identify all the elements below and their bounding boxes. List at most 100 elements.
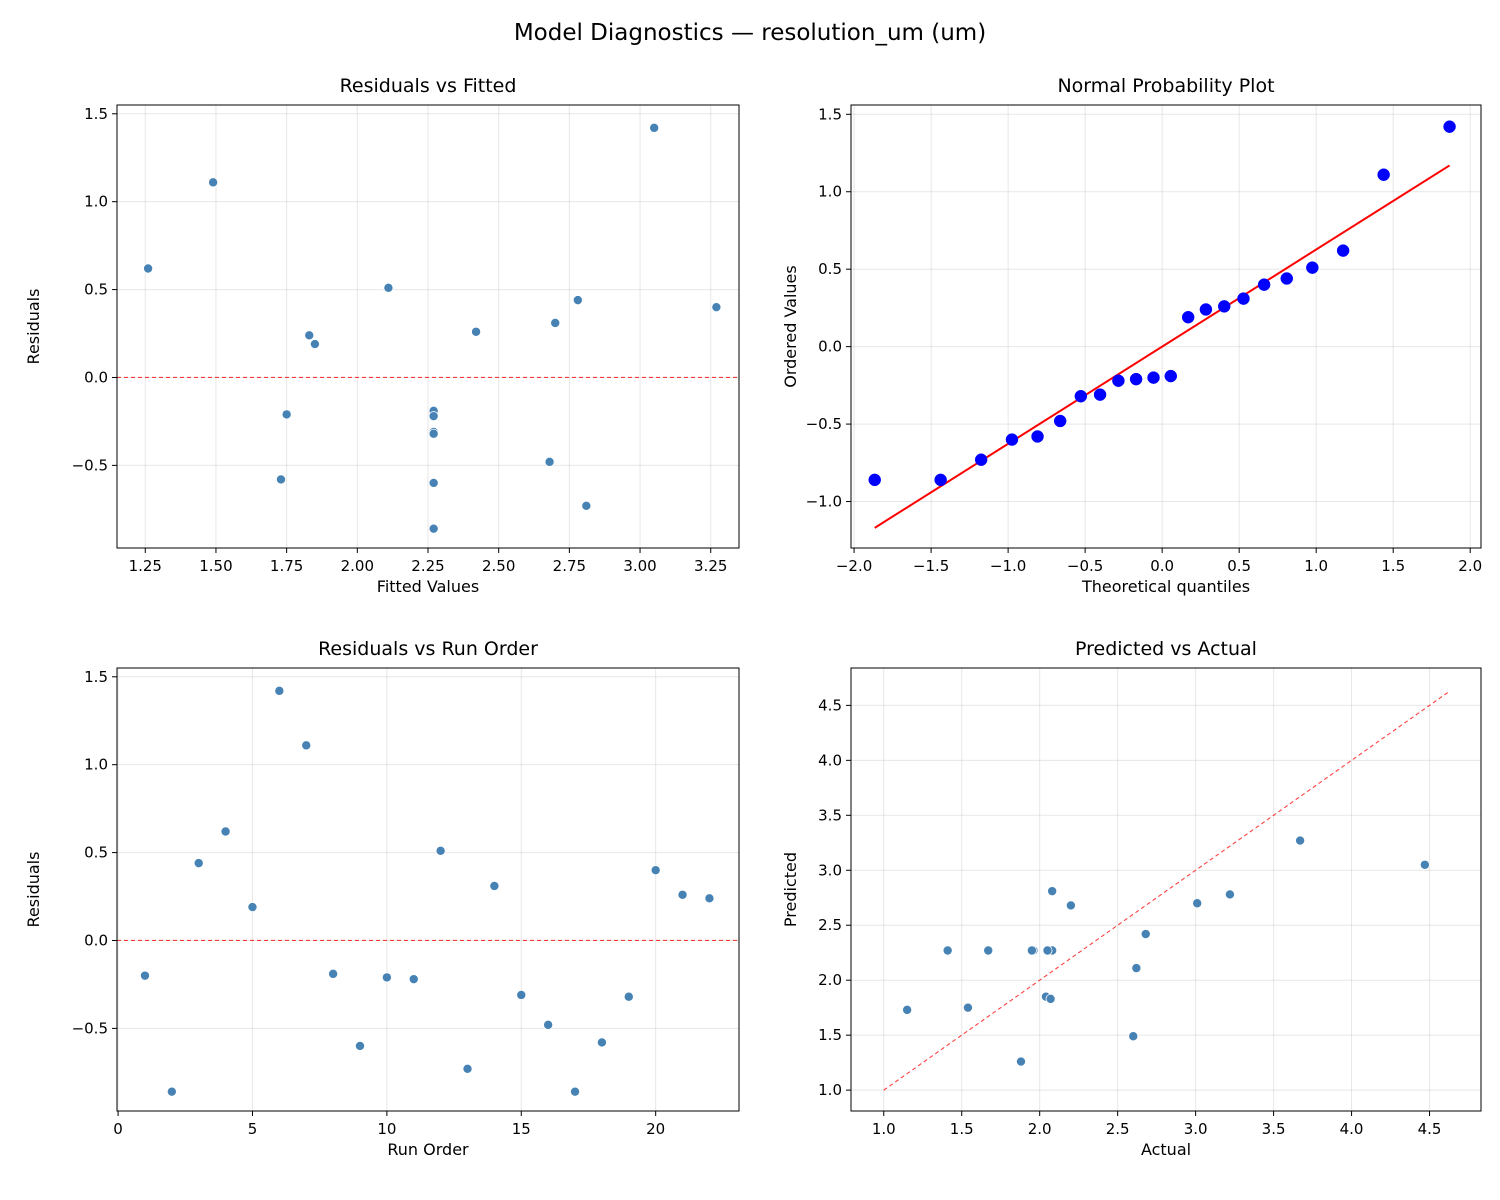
x-tick-label: 2.5 <box>1106 1120 1130 1138</box>
x-tick-label: 5 <box>248 1120 258 1138</box>
data-point <box>570 1086 581 1097</box>
x-tick-label: 2.00 <box>341 557 374 575</box>
data-point <box>435 845 446 856</box>
data-point <box>1047 886 1058 897</box>
x-tick-label: 10 <box>377 1120 396 1138</box>
y-tick-label: 0.0 <box>84 368 108 386</box>
reference-line <box>883 690 1451 1091</box>
y-axis-label: Predicted <box>781 852 800 927</box>
data-point <box>428 523 439 534</box>
data-point <box>1031 430 1044 443</box>
y-tick-label: 0.0 <box>84 931 108 949</box>
data-point <box>1336 244 1350 257</box>
subplot-title: Predicted vs Actual <box>1075 638 1257 660</box>
data-point <box>962 1002 973 1013</box>
x-tick-label: −2.0 <box>836 557 872 575</box>
x-tick-label: 3.0 <box>1184 1120 1208 1138</box>
data-point <box>1164 369 1178 383</box>
y-tick-label: 3.0 <box>818 861 842 879</box>
data-point <box>1042 945 1053 956</box>
y-tick-label: 1.5 <box>84 105 108 123</box>
y-axis-label: Residuals <box>24 852 43 928</box>
subplot-2: −2.0 −1.5 −1.0 −0.5 0.0 0.5 1.0 1.5 2.0 −1.0 −0.5 0… <box>781 75 1482 596</box>
x-tick-label: 1.75 <box>270 557 303 575</box>
x-tick-label: 20 <box>646 1120 665 1138</box>
data-point <box>428 477 439 488</box>
x-tick-label: 4.5 <box>1418 1120 1442 1138</box>
y-tick-label: 0.5 <box>84 844 108 862</box>
data-point <box>1015 1056 1026 1067</box>
data-point <box>974 453 988 466</box>
x-tick-label: 1.0 <box>1304 557 1328 575</box>
x-axis-label: Run Order <box>387 1140 469 1159</box>
data-point <box>902 1004 913 1015</box>
x-tick-label: 2.75 <box>553 557 586 575</box>
data-point <box>942 945 953 956</box>
data-point <box>1419 859 1430 870</box>
subplot-title: Residuals vs Fitted <box>340 75 517 97</box>
y-tick-label: −1.0 <box>806 493 842 511</box>
axes-frame <box>116 104 740 549</box>
subplot-4: 1.0 1.5 2.0 2.5 3.0 3.5 4.0 4.5 1.0 1.5 2.0 2.5 3.0 3… <box>781 638 1482 1159</box>
data-point <box>550 317 561 328</box>
data-point <box>1224 889 1235 900</box>
x-tick-label: 1.25 <box>129 557 162 575</box>
data-point <box>471 326 482 337</box>
y-axis-label: Ordered Values <box>781 265 800 387</box>
data-point <box>516 989 527 1000</box>
data-point <box>544 456 555 467</box>
y-tick-label: 1.5 <box>818 105 842 123</box>
data-point <box>1147 371 1160 384</box>
data-point <box>193 858 204 869</box>
data-point <box>677 889 688 900</box>
data-point <box>166 1086 177 1097</box>
axes-frame <box>850 104 1482 549</box>
data-point <box>1199 303 1213 316</box>
data-point <box>1093 388 1107 401</box>
x-tick-label: 1.5 <box>950 1120 974 1138</box>
data-point <box>1112 374 1125 387</box>
data-point <box>309 339 320 350</box>
x-tick-label: −1.5 <box>913 557 949 575</box>
data-point <box>704 893 715 904</box>
x-axis-label: Actual <box>1141 1140 1191 1159</box>
y-tick-label: −0.5 <box>806 415 842 433</box>
axes-frame <box>116 667 740 1112</box>
x-tick-label: 0 <box>113 1120 123 1138</box>
y-tick-label: 3.5 <box>818 806 842 824</box>
data-point <box>1074 389 1088 403</box>
x-tick-label: −1.0 <box>990 557 1026 575</box>
y-tick-label: −0.5 <box>72 456 108 474</box>
data-point <box>650 865 661 876</box>
y-tick-label: 1.0 <box>84 756 108 774</box>
data-point <box>1295 835 1306 846</box>
data-point <box>301 740 312 751</box>
data-point <box>1065 900 1076 911</box>
data-point <box>1306 261 1319 274</box>
data-point <box>139 970 150 981</box>
y-tick-label: 2.5 <box>818 916 842 934</box>
data-point <box>572 295 583 306</box>
x-tick-label: 3.00 <box>623 557 656 575</box>
data-point <box>208 177 219 188</box>
data-point <box>1237 292 1250 305</box>
data-point <box>868 473 881 487</box>
data-point <box>983 945 994 956</box>
data-point <box>1443 120 1456 133</box>
data-point <box>328 968 339 979</box>
data-point <box>1053 414 1067 428</box>
data-point <box>1280 272 1294 285</box>
data-point <box>428 411 439 422</box>
y-tick-label: 0.5 <box>84 281 108 299</box>
figure-title: Model Diagnostics — resolution_um (um) <box>513 20 987 46</box>
subplot-1: 1.25 1.50 1.75 2.00 2.25 2.50 2.75 3.00 3.25 −0.5… <box>24 75 740 596</box>
y-tick-label: 1.0 <box>818 183 842 201</box>
x-axis-label: Fitted Values <box>377 577 479 596</box>
data-point <box>1005 433 1019 446</box>
data-point <box>381 972 392 983</box>
data-point <box>1045 993 1056 1004</box>
y-tick-label: 0.0 <box>818 338 842 356</box>
data-point <box>247 902 258 913</box>
data-point <box>1192 898 1203 909</box>
data-point <box>1131 963 1142 974</box>
